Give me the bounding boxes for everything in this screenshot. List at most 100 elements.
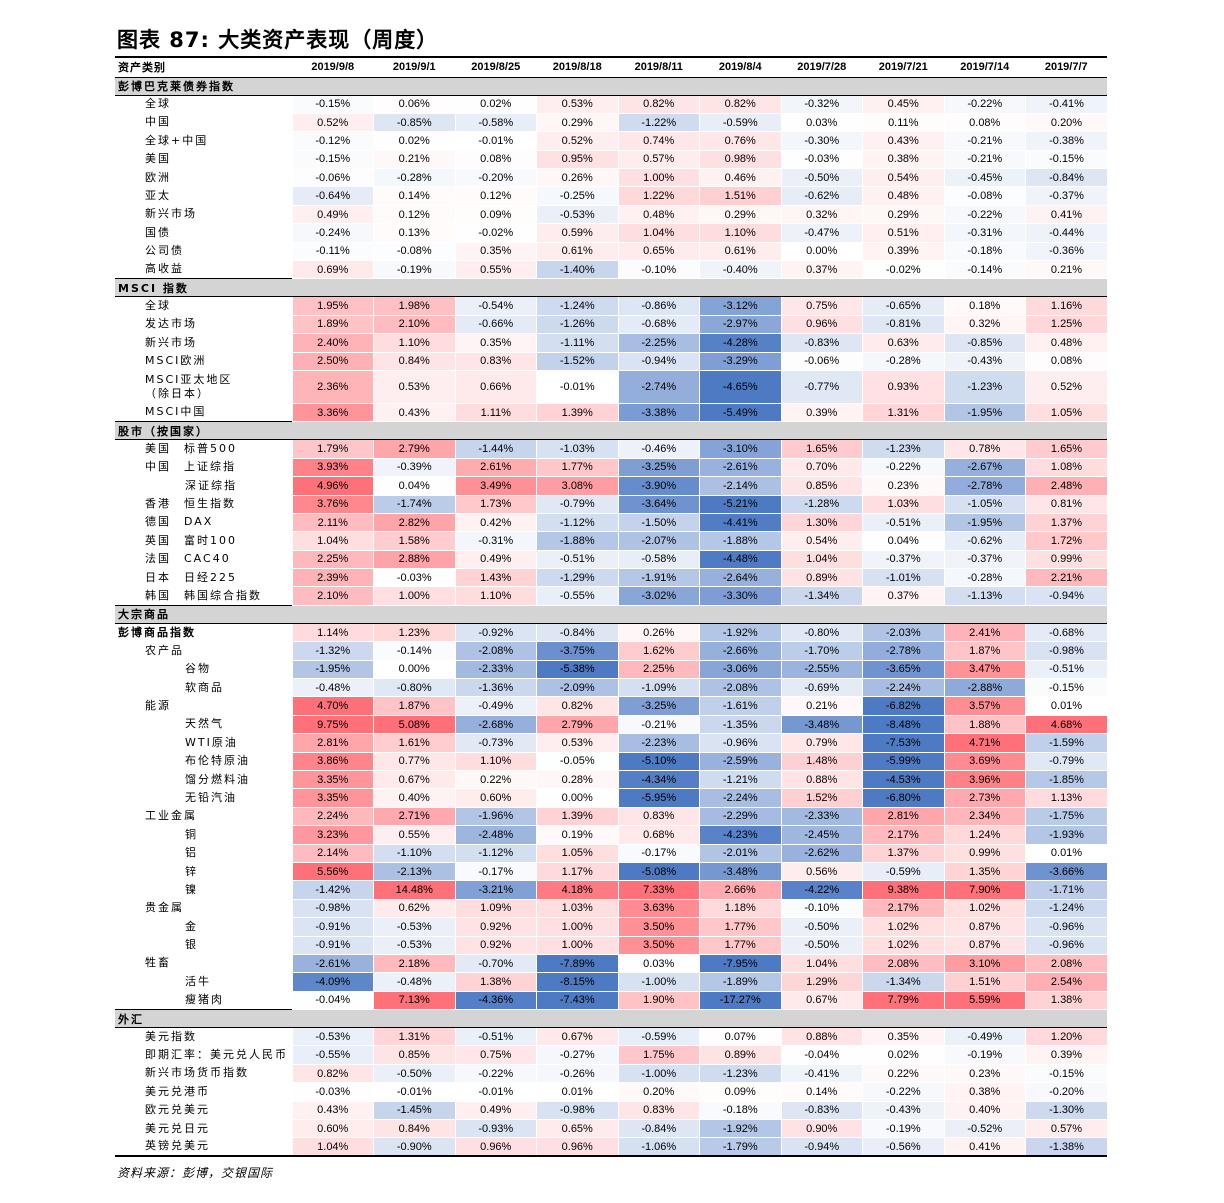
value-cell: 2.17% <box>862 825 944 845</box>
row-label: 工业金属 <box>145 809 197 823</box>
value-cell: -0.83% <box>780 333 863 353</box>
row-label: 美国 <box>145 152 171 166</box>
value-cell: 3.08% <box>536 476 618 496</box>
value-cell: -3.75% <box>536 641 618 661</box>
row-label: 英镑兑美元 <box>115 1137 292 1158</box>
value-cell: -0.85% <box>943 333 1026 353</box>
value-cell: 0.29% <box>536 113 618 133</box>
value-cell: 1.39% <box>536 807 618 827</box>
value-cell: 0.45% <box>862 95 944 114</box>
row-label: WTI原油 <box>185 735 238 749</box>
value-cell: 0.00% <box>780 242 863 262</box>
value-cell: 1.00% <box>536 936 618 955</box>
value-cell: 0.26% <box>536 168 618 188</box>
value-cell: 0.93% <box>862 370 944 404</box>
value-cell: 0.07% <box>699 1027 781 1047</box>
row-label: 彭博商品指数 <box>118 625 196 639</box>
value-cell: 0.59% <box>536 223 618 243</box>
value-cell: -0.96% <box>699 733 781 753</box>
value-cell: -1.28% <box>780 495 863 514</box>
table-row: 美元指数 -0.53% 1.31% -0.51% 0.67% -0.59% 0.07% 0.8… <box>115 1027 1107 1047</box>
value-cell: -7.95% <box>699 954 781 974</box>
row-label: 欧元兑美元 <box>145 1103 210 1117</box>
value-cell: 0.62% <box>373 899 455 919</box>
column-header-date: 2019/7/7 <box>1025 56 1107 78</box>
value-cell: 0.01% <box>1025 696 1107 716</box>
value-cell: -1.13% <box>943 586 1026 606</box>
table-row: 欧元兑美元 0.43% -1.45% 0.49% -0.98% 0.83% -0.18% -0… <box>115 1101 1107 1121</box>
value-cell: 0.55% <box>454 260 537 280</box>
row-label: 英国 富时100 <box>145 533 237 547</box>
value-cell: -0.81% <box>862 315 944 335</box>
row-label: 活牛 <box>185 974 211 988</box>
value-cell: 0.29% <box>699 205 781 225</box>
value-cell: -4.22% <box>780 880 863 900</box>
table-row: 日本 日经225 2.39% -0.03% 1.43% -1.29% -1.91% -2.6… <box>115 568 1107 588</box>
value-cell: -0.64% <box>291 186 374 206</box>
value-cell: -0.80% <box>780 623 863 643</box>
value-cell: 3.23% <box>291 825 374 845</box>
value-cell: -1.30% <box>1025 1101 1107 1121</box>
table-row: 即期汇率：美元兑人民币 -0.55% 0.85% 0.75% -0.27% 1.75% 0.… <box>115 1045 1107 1065</box>
row-label: 天然气 <box>185 717 224 731</box>
value-cell: 0.63% <box>862 333 944 353</box>
value-cell: -0.59% <box>862 862 944 882</box>
value-cell: 1.04% <box>780 550 863 570</box>
value-cell: 1.61% <box>373 733 455 753</box>
value-cell: 3.50% <box>617 917 700 937</box>
value-cell: -1.23% <box>862 439 944 459</box>
value-cell: -0.53% <box>536 205 618 225</box>
value-cell: -2.08% <box>454 641 537 661</box>
value-cell: 1.98% <box>373 296 455 316</box>
table-row: 美国 标普500 1.79% 2.79% -1.44% -1.03% -0.46% -3.1… <box>115 439 1107 459</box>
row-label: 美元兑日元 <box>145 1121 210 1135</box>
asset-performance-table: 资产类别 2019/9/8 2019/9/1 2019/8/25 2019/8/… <box>115 56 1107 1158</box>
column-header-date: 2019/9/8 <box>292 56 374 78</box>
value-cell: -1.26% <box>536 315 618 335</box>
value-cell: 1.75% <box>617 1045 700 1065</box>
value-cell: 0.84% <box>373 352 455 371</box>
value-cell: 0.38% <box>862 150 944 170</box>
value-cell: 0.57% <box>617 150 700 170</box>
value-cell: -0.41% <box>780 1064 863 1084</box>
value-cell: 2.18% <box>373 954 455 974</box>
value-cell: -0.37% <box>943 550 1026 570</box>
value-cell: -1.85% <box>1025 770 1107 790</box>
value-cell: 0.40% <box>943 1101 1026 1121</box>
value-cell: -3.25% <box>617 696 700 716</box>
table-row: 农产品 -1.32% -0.14% -2.08% -3.75% 1.62% -2.66% -1… <box>115 641 1107 661</box>
table-row: 深证综指 4.96% 0.04% 3.49% 3.08% -3.90% -2.14% 0.85… <box>115 476 1107 496</box>
value-cell: -1.10% <box>373 844 455 863</box>
value-cell: 1.37% <box>862 844 944 863</box>
value-cell: 2.11% <box>291 513 374 533</box>
table-row: 韩国 韩国综合指数 2.10% 1.00% 1.10% -0.55% -3.02% -3.3… <box>115 586 1107 606</box>
value-cell: 1.89% <box>291 315 374 335</box>
value-cell: -2.74% <box>617 370 700 404</box>
value-cell: 1.29% <box>780 972 863 992</box>
value-cell: 0.54% <box>862 168 944 188</box>
value-cell: 1.10% <box>699 223 781 243</box>
table-row: 欧洲 -0.06% -0.28% -0.20% 0.26% 1.00% 0.46% -0.50… <box>115 168 1107 188</box>
value-cell: -0.25% <box>536 186 618 206</box>
value-cell: -1.00% <box>617 1064 700 1084</box>
value-cell: -1.12% <box>454 844 537 863</box>
value-cell: 0.41% <box>943 1137 1026 1158</box>
value-cell: -0.43% <box>862 1101 944 1121</box>
value-cell: 2.71% <box>373 807 455 827</box>
value-cell: 1.03% <box>536 899 618 919</box>
value-cell: -1.96% <box>454 807 537 827</box>
value-cell: -2.64% <box>699 568 781 588</box>
value-cell: 0.43% <box>291 1101 374 1121</box>
column-header-date: 2019/7/14 <box>944 56 1026 78</box>
value-cell: -0.98% <box>1025 641 1107 661</box>
value-cell: -0.17% <box>617 844 700 863</box>
value-cell: 3.57% <box>943 696 1026 716</box>
value-cell: -2.13% <box>373 862 455 882</box>
value-cell: -0.94% <box>1025 586 1107 606</box>
value-cell: -2.97% <box>699 315 781 335</box>
value-cell: 3.10% <box>943 954 1026 974</box>
row-label: 中国 上证综指 <box>145 460 236 474</box>
row-label: MSCI亚太地区 （除日本） <box>145 372 233 400</box>
value-cell: -2.23% <box>617 733 700 753</box>
value-cell: -0.80% <box>373 678 455 698</box>
